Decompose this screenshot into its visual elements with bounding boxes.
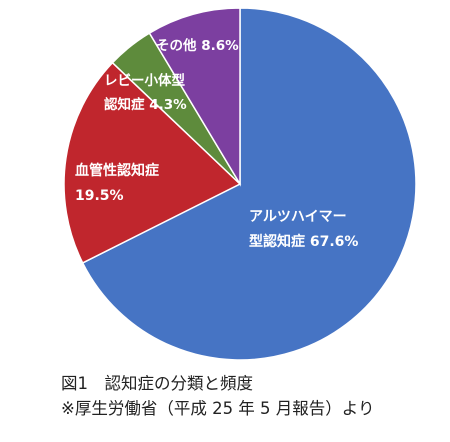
pie-slice-0 xyxy=(81,7,417,361)
pie-slice-3 xyxy=(148,7,241,187)
figure-caption-title: 図1 認知症の分類と頻度 xyxy=(61,374,253,393)
slice-label-3-line-0: その他 8.6% xyxy=(156,37,239,54)
slice-label-0-line-0: アルツハイマー xyxy=(249,209,347,225)
pie-slice-1 xyxy=(63,61,242,264)
slice-label-2-line-0: レビー小体型 xyxy=(104,72,185,89)
slice-label-2-line-1: 認知症 4.3% xyxy=(104,96,187,113)
slice-label-1-line-0: 血管性認知症 xyxy=(75,162,159,179)
slice-label-1-line-1: 19.5% xyxy=(75,188,124,204)
slice-label-0-line-1: 型認知症 67.6% xyxy=(249,233,358,250)
figure-caption-source: ※厚生労働省（平成 25 年 5 月報告）より xyxy=(61,399,375,418)
